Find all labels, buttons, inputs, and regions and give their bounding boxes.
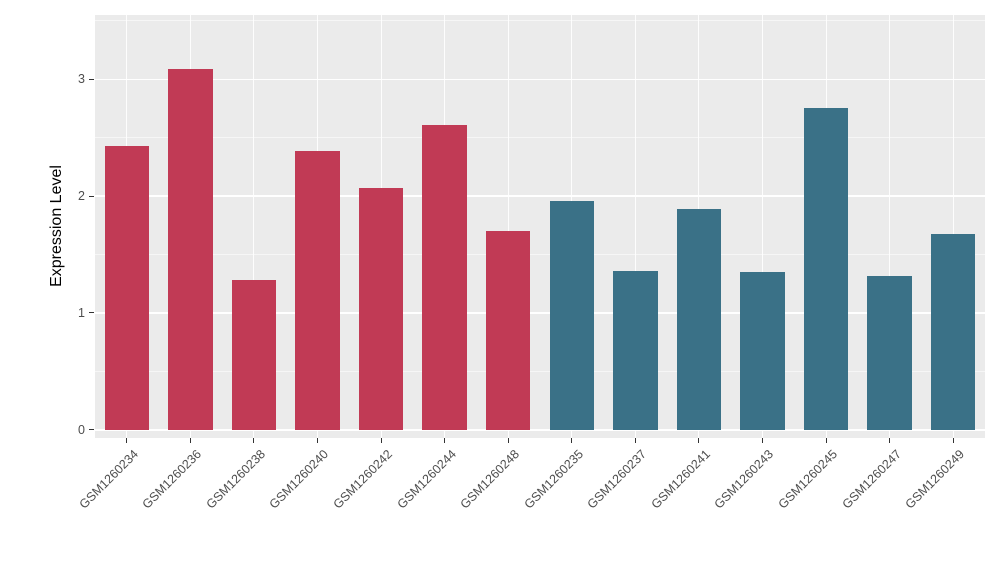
- gridline-vertical: [253, 15, 255, 438]
- y-tick-mark: [89, 78, 94, 80]
- y-tick-label: 1: [78, 305, 85, 320]
- gridline-vertical: [634, 15, 636, 438]
- bar: [930, 233, 976, 430]
- bar: [867, 275, 912, 430]
- x-tick-mark: [189, 438, 191, 443]
- gridline-minor: [95, 20, 985, 22]
- gridline-major: [95, 195, 985, 197]
- x-tick-label: GSM1260249: [902, 447, 968, 512]
- x-tick-label: GSM1260240: [266, 447, 332, 512]
- x-tick-mark: [889, 438, 891, 443]
- y-tick-mark: [89, 429, 94, 431]
- x-tick-label: GSM1260241: [648, 447, 713, 512]
- bar: [104, 145, 150, 430]
- bar: [295, 150, 340, 430]
- bar: [422, 124, 467, 430]
- x-tick-mark: [126, 438, 128, 443]
- gridline-major: [95, 429, 985, 431]
- gridline-major: [95, 312, 985, 314]
- x-tick-mark: [762, 438, 763, 443]
- x-tick-mark: [317, 438, 318, 443]
- y-tick-label: 2: [78, 189, 85, 204]
- bar: [803, 108, 849, 430]
- bar: [358, 187, 404, 430]
- x-tick-mark: [444, 438, 446, 443]
- chart-panel: [95, 15, 985, 438]
- x-tick-label: GSM1260248: [457, 447, 523, 512]
- gridline-vertical: [762, 15, 763, 438]
- bar: [231, 280, 277, 430]
- x-tick-label: GSM1260235: [521, 447, 586, 512]
- x-tick-label: GSM1260244: [394, 447, 459, 512]
- gridline-vertical: [952, 15, 954, 438]
- gridline-minor: [95, 370, 985, 372]
- x-tick-label: GSM1260245: [775, 447, 840, 512]
- x-tick-label: GSM1260236: [139, 447, 205, 512]
- y-tick-mark: [89, 312, 94, 314]
- y-tick-label: 3: [78, 72, 85, 87]
- bar: [676, 208, 722, 430]
- y-tick-mark: [89, 195, 94, 197]
- bar: [549, 200, 595, 430]
- x-tick-label: GSM1260242: [330, 447, 395, 512]
- x-tick-mark: [952, 438, 954, 443]
- x-tick-mark: [698, 438, 700, 443]
- x-tick-mark: [571, 438, 573, 443]
- bar: [740, 272, 785, 430]
- x-tick-label: GSM1260238: [203, 447, 268, 512]
- y-tick-label: 0: [78, 422, 85, 437]
- y-axis-title: Expression Level: [48, 165, 65, 287]
- gridline-major: [95, 78, 985, 80]
- gridline-minor: [95, 254, 985, 256]
- gridline-minor: [95, 137, 985, 139]
- x-tick-label: GSM1260247: [839, 447, 904, 512]
- x-tick-mark: [380, 438, 382, 443]
- bar: [613, 270, 658, 430]
- gridline-vertical: [889, 15, 891, 438]
- gridline-vertical: [507, 15, 509, 438]
- bar: [485, 231, 531, 430]
- x-tick-label: GSM1260243: [711, 447, 777, 512]
- x-tick-label: GSM1260237: [584, 447, 650, 512]
- x-tick-mark: [253, 438, 255, 443]
- x-tick-mark: [507, 438, 509, 443]
- bar: [168, 68, 213, 430]
- x-tick-mark: [825, 438, 827, 443]
- x-tick-label: GSM1260234: [76, 447, 141, 512]
- x-tick-mark: [634, 438, 636, 443]
